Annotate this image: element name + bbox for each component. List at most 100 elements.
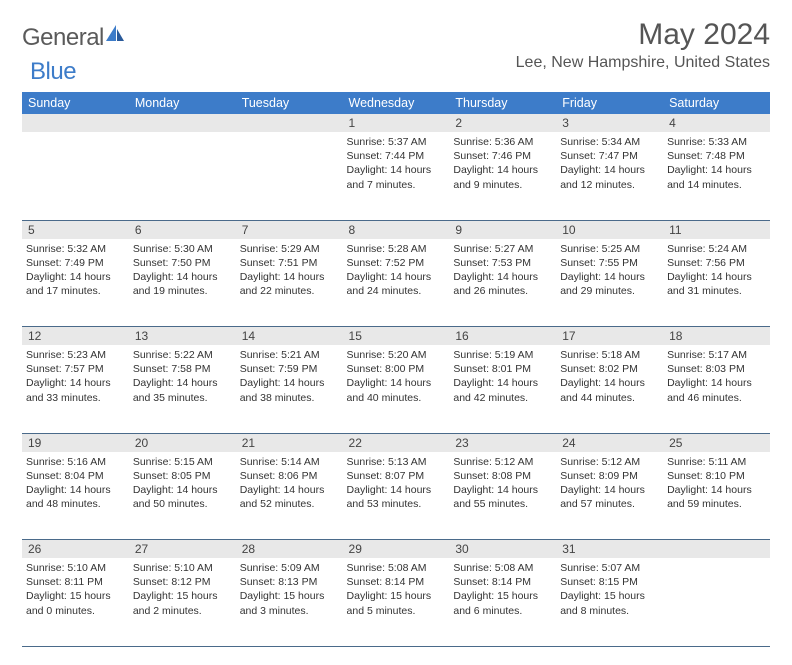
month-title: May 2024: [516, 18, 770, 52]
day-number: 31: [556, 540, 663, 559]
day-detail: Sunrise: 5:33 AMSunset: 7:48 PMDaylight:…: [667, 135, 766, 192]
day-detail: Sunrise: 5:36 AMSunset: 7:46 PMDaylight:…: [453, 135, 552, 192]
day-cell: Sunrise: 5:37 AMSunset: 7:44 PMDaylight:…: [343, 132, 450, 220]
day-number: 8: [343, 220, 450, 239]
day-number: 3: [556, 114, 663, 132]
week-row: Sunrise: 5:37 AMSunset: 7:44 PMDaylight:…: [22, 132, 770, 220]
logo-sail-icon: [104, 23, 126, 48]
day-number: 27: [129, 540, 236, 559]
daynum-row: 12131415161718: [22, 327, 770, 346]
title-block: May 2024 Lee, New Hampshire, United Stat…: [516, 18, 770, 72]
day-detail: Sunrise: 5:30 AMSunset: 7:50 PMDaylight:…: [133, 242, 232, 299]
day-cell: Sunrise: 5:18 AMSunset: 8:02 PMDaylight:…: [556, 345, 663, 433]
week-row: Sunrise: 5:23 AMSunset: 7:57 PMDaylight:…: [22, 345, 770, 433]
day-cell: Sunrise: 5:22 AMSunset: 7:58 PMDaylight:…: [129, 345, 236, 433]
day-number: 23: [449, 433, 556, 452]
day-cell: Sunrise: 5:16 AMSunset: 8:04 PMDaylight:…: [22, 452, 129, 540]
day-cell: Sunrise: 5:24 AMSunset: 7:56 PMDaylight:…: [663, 239, 770, 327]
day-number: 7: [236, 220, 343, 239]
day-number: 18: [663, 327, 770, 346]
day-header: Monday: [129, 92, 236, 114]
logo: General: [22, 18, 128, 52]
day-number: 25: [663, 433, 770, 452]
day-cell: [22, 132, 129, 220]
day-detail: Sunrise: 5:07 AMSunset: 8:15 PMDaylight:…: [560, 561, 659, 618]
day-cell: Sunrise: 5:10 AMSunset: 8:12 PMDaylight:…: [129, 558, 236, 646]
logo-text-general: General: [22, 24, 104, 52]
day-number: 15: [343, 327, 450, 346]
day-number: [236, 114, 343, 132]
day-cell: Sunrise: 5:30 AMSunset: 7:50 PMDaylight:…: [129, 239, 236, 327]
calendar-page: General May 2024 Lee, New Hampshire, Uni…: [0, 0, 792, 665]
day-header: Sunday: [22, 92, 129, 114]
day-number: 16: [449, 327, 556, 346]
day-detail: Sunrise: 5:23 AMSunset: 7:57 PMDaylight:…: [26, 348, 125, 405]
day-number: 30: [449, 540, 556, 559]
daynum-row: 567891011: [22, 220, 770, 239]
day-detail: Sunrise: 5:22 AMSunset: 7:58 PMDaylight:…: [133, 348, 232, 405]
day-number: 5: [22, 220, 129, 239]
day-cell: Sunrise: 5:32 AMSunset: 7:49 PMDaylight:…: [22, 239, 129, 327]
day-number: 11: [663, 220, 770, 239]
day-cell: [129, 132, 236, 220]
day-cell: Sunrise: 5:07 AMSunset: 8:15 PMDaylight:…: [556, 558, 663, 646]
day-detail: Sunrise: 5:25 AMSunset: 7:55 PMDaylight:…: [560, 242, 659, 299]
day-number: 13: [129, 327, 236, 346]
day-detail: Sunrise: 5:37 AMSunset: 7:44 PMDaylight:…: [347, 135, 446, 192]
day-detail: Sunrise: 5:28 AMSunset: 7:52 PMDaylight:…: [347, 242, 446, 299]
day-detail: Sunrise: 5:24 AMSunset: 7:56 PMDaylight:…: [667, 242, 766, 299]
day-cell: Sunrise: 5:19 AMSunset: 8:01 PMDaylight:…: [449, 345, 556, 433]
day-number: 14: [236, 327, 343, 346]
day-cell: Sunrise: 5:21 AMSunset: 7:59 PMDaylight:…: [236, 345, 343, 433]
day-detail: Sunrise: 5:34 AMSunset: 7:47 PMDaylight:…: [560, 135, 659, 192]
day-cell: Sunrise: 5:36 AMSunset: 7:46 PMDaylight:…: [449, 132, 556, 220]
day-detail: Sunrise: 5:14 AMSunset: 8:06 PMDaylight:…: [240, 455, 339, 512]
day-number: 2: [449, 114, 556, 132]
day-number: 17: [556, 327, 663, 346]
day-cell: Sunrise: 5:28 AMSunset: 7:52 PMDaylight:…: [343, 239, 450, 327]
daynum-row: 262728293031: [22, 540, 770, 559]
day-cell: Sunrise: 5:17 AMSunset: 8:03 PMDaylight:…: [663, 345, 770, 433]
logo-text-blue: Blue: [30, 58, 76, 86]
day-detail: Sunrise: 5:11 AMSunset: 8:10 PMDaylight:…: [667, 455, 766, 512]
day-number: 4: [663, 114, 770, 132]
day-cell: Sunrise: 5:08 AMSunset: 8:14 PMDaylight:…: [449, 558, 556, 646]
day-detail: Sunrise: 5:08 AMSunset: 8:14 PMDaylight:…: [453, 561, 552, 618]
day-cell: Sunrise: 5:29 AMSunset: 7:51 PMDaylight:…: [236, 239, 343, 327]
day-detail: Sunrise: 5:29 AMSunset: 7:51 PMDaylight:…: [240, 242, 339, 299]
day-number: 10: [556, 220, 663, 239]
day-number: [129, 114, 236, 132]
day-header: Friday: [556, 92, 663, 114]
day-number: 26: [22, 540, 129, 559]
day-cell: Sunrise: 5:12 AMSunset: 8:08 PMDaylight:…: [449, 452, 556, 540]
day-number: 21: [236, 433, 343, 452]
day-detail: Sunrise: 5:12 AMSunset: 8:09 PMDaylight:…: [560, 455, 659, 512]
day-cell: Sunrise: 5:11 AMSunset: 8:10 PMDaylight:…: [663, 452, 770, 540]
day-cell: Sunrise: 5:10 AMSunset: 8:11 PMDaylight:…: [22, 558, 129, 646]
day-cell: Sunrise: 5:34 AMSunset: 7:47 PMDaylight:…: [556, 132, 663, 220]
week-row: Sunrise: 5:10 AMSunset: 8:11 PMDaylight:…: [22, 558, 770, 646]
day-detail: Sunrise: 5:20 AMSunset: 8:00 PMDaylight:…: [347, 348, 446, 405]
day-cell: [663, 558, 770, 646]
day-header: Thursday: [449, 92, 556, 114]
day-number: 1: [343, 114, 450, 132]
day-cell: Sunrise: 5:14 AMSunset: 8:06 PMDaylight:…: [236, 452, 343, 540]
daynum-row: 19202122232425: [22, 433, 770, 452]
week-row: Sunrise: 5:16 AMSunset: 8:04 PMDaylight:…: [22, 452, 770, 540]
day-detail: Sunrise: 5:18 AMSunset: 8:02 PMDaylight:…: [560, 348, 659, 405]
day-number: 6: [129, 220, 236, 239]
day-cell: Sunrise: 5:33 AMSunset: 7:48 PMDaylight:…: [663, 132, 770, 220]
calendar-table: SundayMondayTuesdayWednesdayThursdayFrid…: [22, 92, 770, 647]
day-cell: [236, 132, 343, 220]
day-detail: Sunrise: 5:13 AMSunset: 8:07 PMDaylight:…: [347, 455, 446, 512]
day-cell: Sunrise: 5:13 AMSunset: 8:07 PMDaylight:…: [343, 452, 450, 540]
day-header: Tuesday: [236, 92, 343, 114]
day-cell: Sunrise: 5:20 AMSunset: 8:00 PMDaylight:…: [343, 345, 450, 433]
day-detail: Sunrise: 5:16 AMSunset: 8:04 PMDaylight:…: [26, 455, 125, 512]
daynum-row: 1234: [22, 114, 770, 132]
day-detail: Sunrise: 5:09 AMSunset: 8:13 PMDaylight:…: [240, 561, 339, 618]
day-number: 12: [22, 327, 129, 346]
day-number: 20: [129, 433, 236, 452]
day-number: 9: [449, 220, 556, 239]
day-number: [22, 114, 129, 132]
